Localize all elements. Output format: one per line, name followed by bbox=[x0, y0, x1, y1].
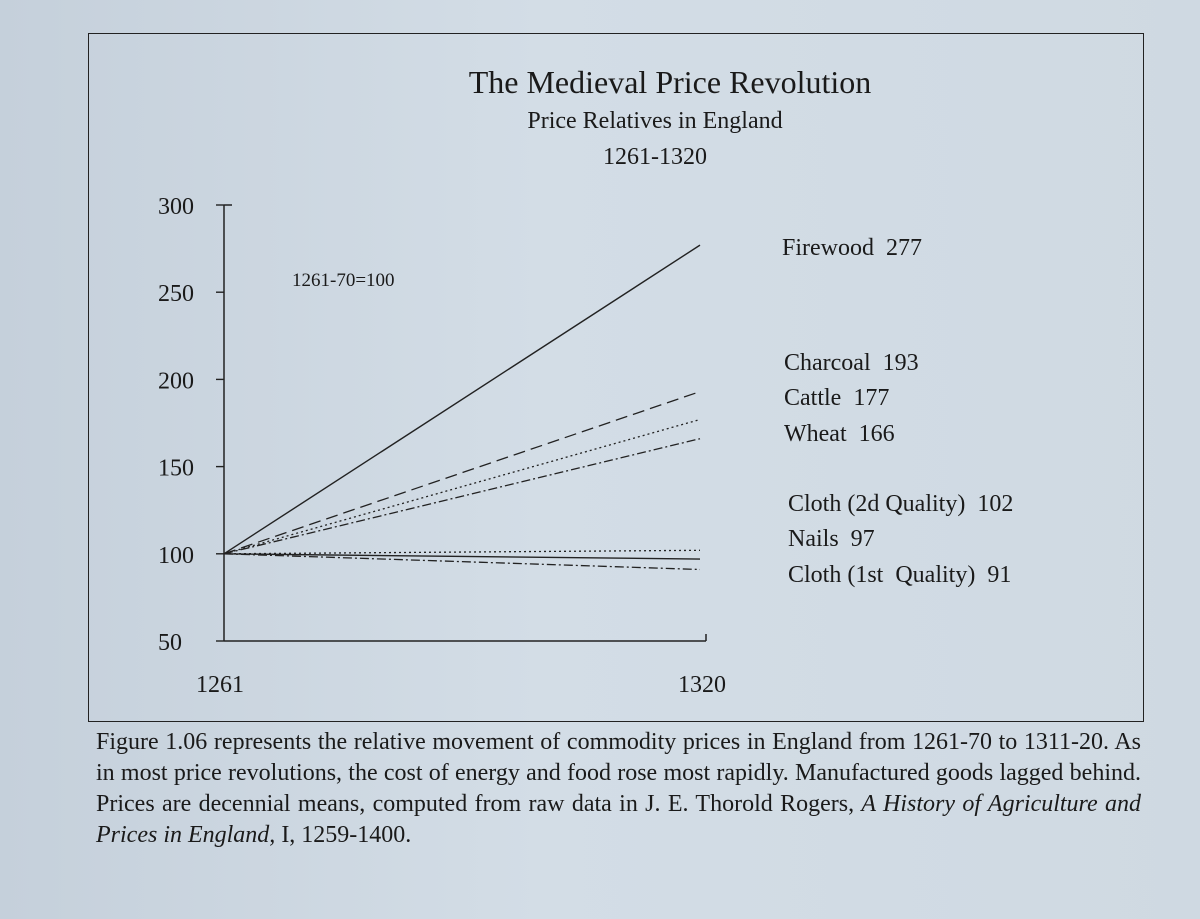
series-line-nails bbox=[223, 553, 701, 560]
series-lines bbox=[223, 244, 701, 571]
caption-text-end: I, 1259-1400. bbox=[275, 822, 412, 848]
series-line-wheat bbox=[223, 438, 701, 555]
y-tick-label: 300 bbox=[158, 194, 194, 220]
series-line-cattle bbox=[223, 418, 701, 555]
series-line-charcoal bbox=[223, 390, 701, 555]
series-label-charcoal: Charcoal 193 bbox=[784, 350, 919, 376]
figure-caption: Figure 1.06 represents the relative move… bbox=[96, 727, 1141, 851]
chart-title: The Medieval Price Revolution bbox=[468, 64, 872, 100]
series-label-cloth-2d-quality: Cloth (2d Quality) 102 bbox=[788, 491, 1013, 517]
x-axis-ticks: 1261 1320 bbox=[196, 672, 726, 698]
caption-text: Figure 1.06 represents the relative move… bbox=[96, 729, 1141, 817]
series-line-cloth-1st-quality bbox=[223, 553, 701, 571]
series-label-wheat: Wheat 166 bbox=[784, 421, 895, 447]
series-label-cattle: Cattle 177 bbox=[784, 385, 889, 411]
chart-period: 1261-1320 bbox=[603, 144, 707, 170]
chart-subtitle: Price Relatives in England bbox=[527, 108, 783, 134]
y-tick-label: 150 bbox=[158, 456, 194, 482]
series-label-cloth-1st-quality: Cloth (1st Quality) 91 bbox=[788, 562, 1011, 588]
series-label-firewood: Firewood 277 bbox=[782, 235, 922, 261]
caption-book-title: A History of Agriculture and Prices in E… bbox=[96, 791, 1142, 848]
y-tick-label: 200 bbox=[158, 368, 194, 394]
base-period-annotation: 1261-70=100 bbox=[292, 270, 395, 291]
figure-frame bbox=[88, 33, 1144, 722]
y-axis-ticks: 300 250 200 150 100 50 bbox=[158, 194, 224, 656]
y-tick-label: 100 bbox=[158, 543, 194, 569]
x-tick-label: 1320 bbox=[678, 672, 726, 698]
series-labels: Firewood 277 Charcoal 193 Cattle 177 Wheat … bbox=[782, 235, 1013, 588]
series-line-cloth-2d-quality bbox=[223, 549, 701, 555]
chart-axes bbox=[223, 204, 707, 642]
series-line-firewood bbox=[223, 244, 701, 555]
x-tick-label: 1261 bbox=[196, 672, 244, 698]
series-label-nails: Nails 97 bbox=[788, 526, 875, 552]
y-tick-label: 50 bbox=[158, 630, 182, 656]
y-tick-label: 250 bbox=[158, 281, 194, 307]
